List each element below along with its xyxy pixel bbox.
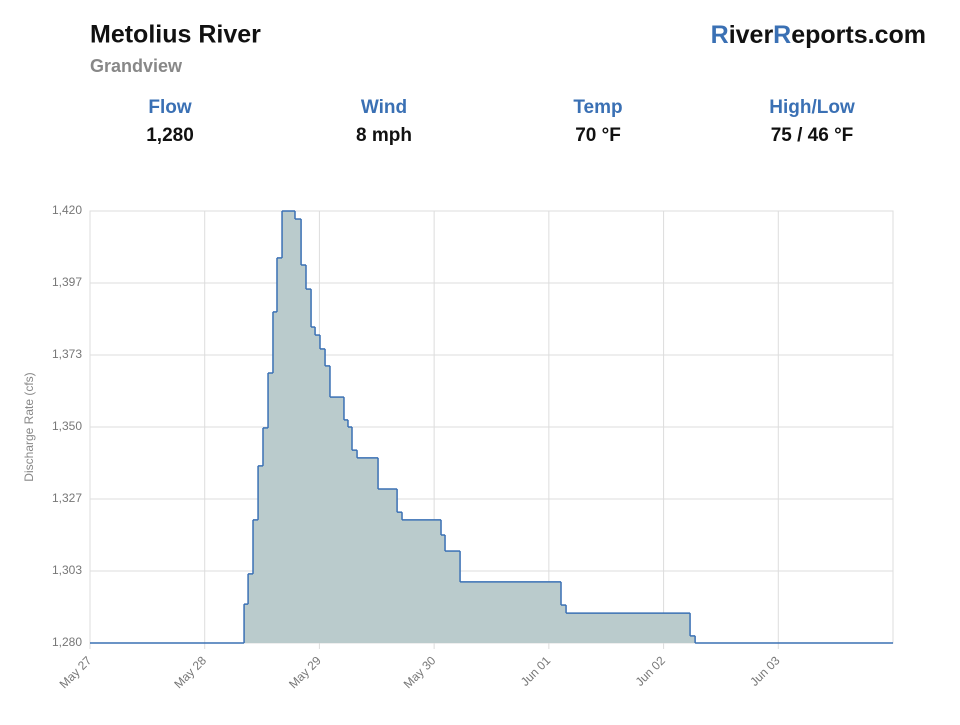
y-tick-label: 1,373 [52,347,82,361]
x-tick-label: May 28 [171,653,209,691]
stat-value: 70 °F [575,125,621,146]
area [90,211,893,643]
stat-label: Wind [361,97,407,118]
stat-label: Temp [573,97,622,118]
site-name: Grandview [90,56,183,76]
y-tick-label: 1,303 [52,563,82,577]
brand-part: R [711,21,729,49]
x-tick-label: Jun 02 [633,653,669,689]
brand-part: eports.com [791,21,926,49]
x-tick-label: Jun 01 [518,653,554,689]
y-tick-label: 1,350 [52,419,82,433]
stat-value: 75 / 46 °F [771,125,854,146]
x-tick-label: May 29 [286,653,324,691]
stat-value: 1,280 [146,125,194,146]
x-tick-label: Jun 03 [747,653,783,689]
x-tick-label: May 30 [401,653,439,691]
y-tick-label: 1,420 [52,203,82,217]
y-tick-label: 1,327 [52,491,82,505]
stats: Flow 1,280 Wind 8 mph Temp 70 °F High/Low 75 / … [146,97,855,146]
y-tick-label: 1,280 [52,635,82,649]
x-tick-label: May 27 [57,653,95,691]
stat-label: High/Low [769,97,855,118]
brand-part: R [773,21,791,49]
brand-part: iver [729,21,774,49]
y-axis-label: Discharge Rate (cfs) [22,372,36,481]
brand[interactable]: RiverReports.com [711,21,926,49]
river-title: Metolius River [90,21,261,49]
chart: 1,280 1,303 1,327 1,350 1,373 1,397 1,420 May 2… [22,203,894,691]
stat-value: 8 mph [356,125,412,146]
stat-label: Flow [148,97,191,118]
y-tick-label: 1,397 [52,275,82,289]
